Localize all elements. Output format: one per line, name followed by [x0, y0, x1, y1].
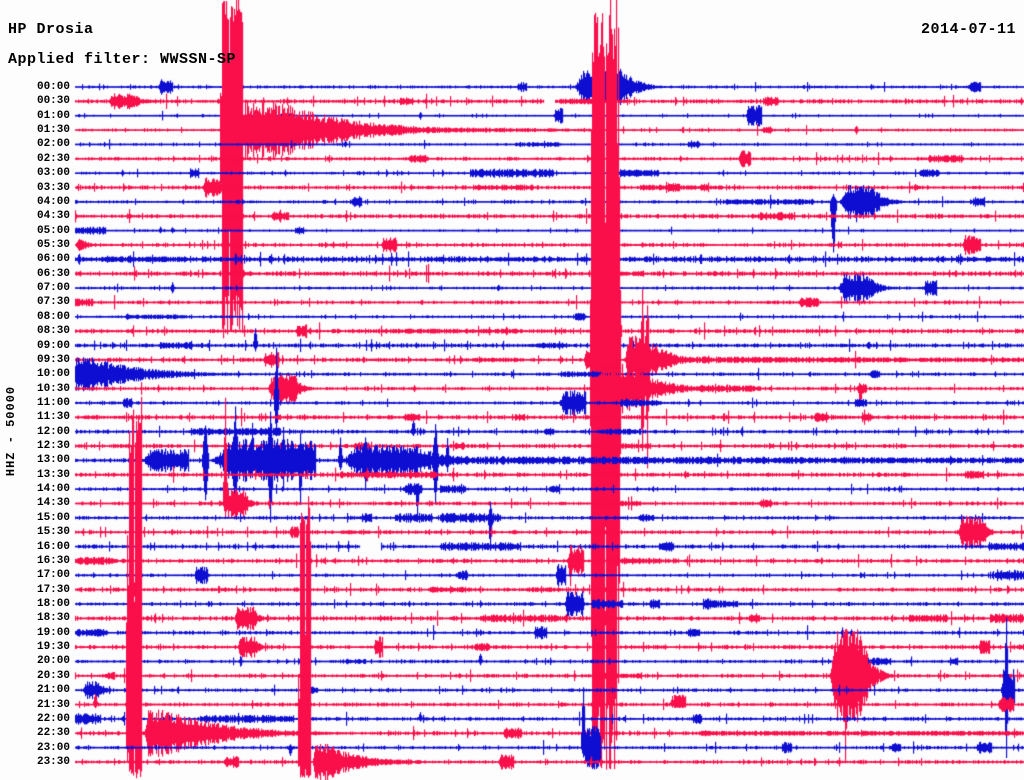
time-label: 12:00	[36, 425, 70, 438]
time-label: 10:00	[36, 368, 70, 381]
time-label: 20:30	[36, 669, 70, 682]
station-name: HP Drosia	[8, 21, 94, 38]
time-label: 02:30	[36, 152, 70, 165]
time-label: 00:30	[36, 95, 70, 108]
time-label: 07:00	[36, 282, 70, 295]
time-label: 11:30	[36, 411, 70, 424]
time-label: 07:30	[36, 296, 70, 309]
time-label: 11:00	[36, 396, 70, 409]
applied-filter-label: Applied filter: WWSSN-SP	[8, 51, 237, 68]
time-label: 20:00	[36, 655, 70, 668]
time-label: 16:00	[36, 540, 70, 553]
time-label: 08:30	[36, 325, 70, 338]
time-label: 17:00	[36, 569, 70, 582]
time-label: 16:30	[36, 554, 70, 567]
time-label: 01:30	[36, 124, 70, 137]
time-label: 19:00	[36, 626, 70, 639]
time-label: 03:30	[36, 181, 70, 194]
time-label: 12:30	[36, 440, 70, 453]
time-label: 17:30	[36, 583, 70, 596]
time-label: 05:00	[36, 224, 70, 237]
time-label: 06:00	[36, 253, 70, 266]
time-label: 15:30	[36, 526, 70, 539]
time-label: 19:30	[36, 641, 70, 654]
time-label: 21:30	[36, 698, 70, 711]
time-label: 01:00	[36, 109, 70, 122]
time-label: 13:30	[36, 468, 70, 481]
time-label: 04:30	[36, 210, 70, 223]
time-label: 22:00	[36, 712, 70, 725]
time-label: 23:00	[36, 741, 70, 754]
time-label: 22:30	[36, 727, 70, 740]
time-label: 14:00	[36, 483, 70, 496]
time-label: 18:30	[36, 612, 70, 625]
time-label: 04:00	[36, 195, 70, 208]
time-label: 09:00	[36, 339, 70, 352]
time-label: 02:00	[36, 138, 70, 151]
time-label: 15:00	[36, 511, 70, 524]
time-label: 18:00	[36, 598, 70, 611]
time-label: 00:00	[36, 81, 70, 93]
record-date: 2014-07-11	[920, 21, 1016, 38]
time-label: 09:30	[36, 353, 70, 366]
time-label: 03:00	[36, 167, 70, 180]
time-label: 21:00	[36, 684, 70, 697]
time-label: 05:30	[36, 238, 70, 251]
time-label: 08:00	[36, 310, 70, 323]
time-label: 10:30	[36, 382, 70, 395]
time-label: 14:30	[36, 497, 70, 510]
time-label: 06:30	[36, 267, 70, 280]
time-label: 23:30	[36, 756, 70, 768]
time-label: 13:00	[36, 454, 70, 467]
